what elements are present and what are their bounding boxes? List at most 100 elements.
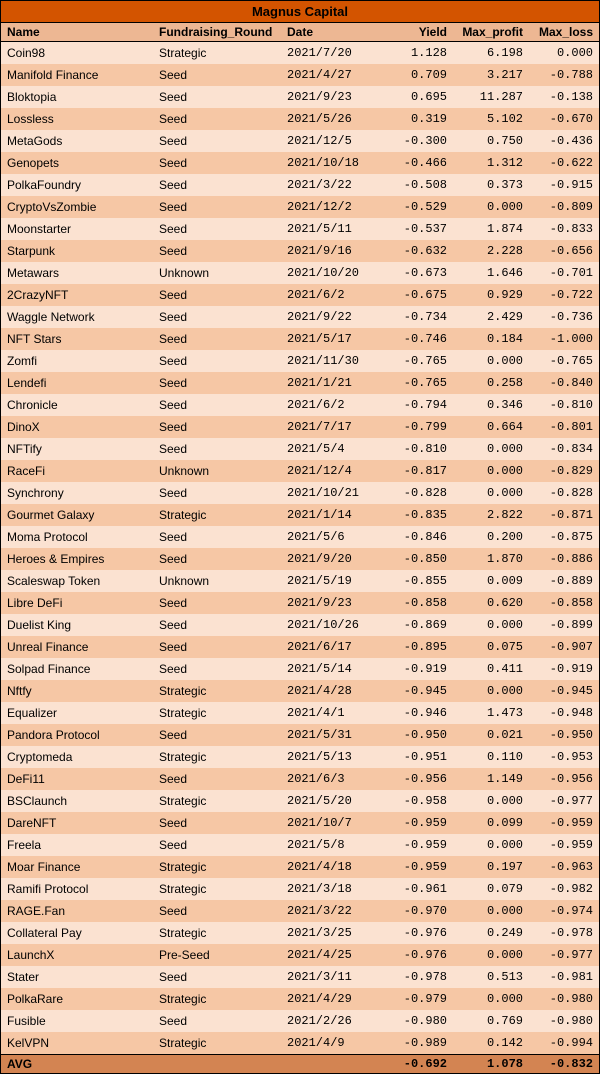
table-row: Solpad FinanceSeed2021/5/14-0.919 0.411-… — [1, 658, 599, 680]
cell-maxloss: -0.915 — [529, 174, 599, 196]
avg-yield: -0.692 — [381, 1055, 453, 1073]
cell-round: Seed — [153, 152, 281, 174]
table-row: Coin98Strategic2021/7/20 1.128 6.198 0.0… — [1, 42, 599, 64]
cell-date: 2021/10/7 — [281, 812, 381, 834]
cell-round: Seed — [153, 526, 281, 548]
cell-yield: 1.128 — [381, 42, 453, 64]
cell-maxprofit: 0.079 — [453, 878, 529, 900]
cell-yield: 0.695 — [381, 86, 453, 108]
cell-date: 2021/10/18 — [281, 152, 381, 174]
cell-round: Strategic — [153, 746, 281, 768]
cell-maxprofit: 0.000 — [453, 614, 529, 636]
cell-name: Gourmet Galaxy — [1, 504, 153, 526]
cell-yield: -0.858 — [381, 592, 453, 614]
cell-maxloss: -0.982 — [529, 878, 599, 900]
cell-name: Starpunk — [1, 240, 153, 262]
table-row: KelVPNStrategic2021/4/9-0.989 0.142-0.99… — [1, 1032, 599, 1054]
cell-maxloss: -0.436 — [529, 130, 599, 152]
cell-name: Stater — [1, 966, 153, 988]
cell-yield: -0.846 — [381, 526, 453, 548]
cell-date: 2021/5/20 — [281, 790, 381, 812]
cell-name: Heroes & Empires — [1, 548, 153, 570]
cell-yield: -0.961 — [381, 878, 453, 900]
cell-maxprofit: 0.620 — [453, 592, 529, 614]
cell-maxprofit: 1.312 — [453, 152, 529, 174]
cell-maxprofit: 0.184 — [453, 328, 529, 350]
cell-maxprofit: 0.664 — [453, 416, 529, 438]
cell-name: Chronicle — [1, 394, 153, 416]
cell-maxloss: -0.977 — [529, 944, 599, 966]
cell-maxprofit: 2.822 — [453, 504, 529, 526]
cell-date: 2021/5/19 — [281, 570, 381, 592]
cell-maxloss: -0.899 — [529, 614, 599, 636]
cell-name: PolkaRare — [1, 988, 153, 1010]
table-body: Coin98Strategic2021/7/20 1.128 6.198 0.0… — [1, 42, 599, 1054]
cell-maxloss: -0.980 — [529, 988, 599, 1010]
avg-label: AVG — [1, 1055, 153, 1073]
cell-maxprofit: 0.009 — [453, 570, 529, 592]
cell-yield: -0.529 — [381, 196, 453, 218]
table-row: DinoXSeed2021/7/17-0.799 0.664-0.801 — [1, 416, 599, 438]
table-row: FreelaSeed2021/5/8-0.959 0.000-0.959 — [1, 834, 599, 856]
table-title: Magnus Capital — [1, 1, 599, 23]
cell-maxprofit: 0.000 — [453, 900, 529, 922]
cell-maxprofit: 1.149 — [453, 768, 529, 790]
cell-date: 2021/4/28 — [281, 680, 381, 702]
cell-round: Seed — [153, 240, 281, 262]
cell-maxloss: -0.656 — [529, 240, 599, 262]
table-row: GenopetsSeed2021/10/18-0.466 1.312-0.622 — [1, 152, 599, 174]
cell-yield: -0.976 — [381, 922, 453, 944]
cell-maxloss: -0.950 — [529, 724, 599, 746]
cell-name: Moonstarter — [1, 218, 153, 240]
table-row: MoonstarterSeed2021/5/11-0.537 1.874-0.8… — [1, 218, 599, 240]
cell-round: Seed — [153, 108, 281, 130]
cell-maxprofit: 0.000 — [453, 680, 529, 702]
col-header-name: Name — [1, 23, 153, 41]
avg-maxloss: -0.832 — [529, 1055, 599, 1073]
cell-date: 2021/4/18 — [281, 856, 381, 878]
cell-maxloss: 0.000 — [529, 42, 599, 64]
table-row: DeFi11Seed2021/6/3-0.956 1.149-0.956 — [1, 768, 599, 790]
cell-date: 2021/6/3 — [281, 768, 381, 790]
cell-date: 2021/4/9 — [281, 1032, 381, 1054]
cell-round: Seed — [153, 350, 281, 372]
table-row: Scaleswap TokenUnknown2021/5/19-0.855 0.… — [1, 570, 599, 592]
cell-maxloss: -0.801 — [529, 416, 599, 438]
cell-date: 2021/4/25 — [281, 944, 381, 966]
cell-maxloss: -0.907 — [529, 636, 599, 658]
cell-yield: -0.850 — [381, 548, 453, 570]
cell-maxloss: -0.670 — [529, 108, 599, 130]
cell-date: 2021/5/11 — [281, 218, 381, 240]
cell-round: Seed — [153, 834, 281, 856]
cell-date: 2021/4/1 — [281, 702, 381, 724]
table-row: MetaGodsSeed2021/12/5-0.300 0.750-0.436 — [1, 130, 599, 152]
cell-maxprofit: 0.411 — [453, 658, 529, 680]
cell-maxprofit: 0.000 — [453, 460, 529, 482]
cell-yield: -0.976 — [381, 944, 453, 966]
cell-yield: -0.978 — [381, 966, 453, 988]
cell-name: Cryptomeda — [1, 746, 153, 768]
cell-name: Moar Finance — [1, 856, 153, 878]
cell-round: Seed — [153, 966, 281, 988]
cell-name: Nftfy — [1, 680, 153, 702]
cell-round: Seed — [153, 130, 281, 152]
cell-yield: -0.466 — [381, 152, 453, 174]
cell-yield: -0.959 — [381, 834, 453, 856]
cell-maxprofit: 0.200 — [453, 526, 529, 548]
cell-maxprofit: 1.473 — [453, 702, 529, 724]
cell-round: Seed — [153, 306, 281, 328]
cell-maxprofit: 0.000 — [453, 438, 529, 460]
cell-name: RAGE.Fan — [1, 900, 153, 922]
cell-maxprofit: 1.646 — [453, 262, 529, 284]
cell-maxprofit: 11.287 — [453, 86, 529, 108]
cell-name: Waggle Network — [1, 306, 153, 328]
cell-round: Seed — [153, 812, 281, 834]
cell-maxprofit: 0.110 — [453, 746, 529, 768]
cell-maxloss: -0.978 — [529, 922, 599, 944]
cell-maxloss: -0.810 — [529, 394, 599, 416]
cell-maxprofit: 3.217 — [453, 64, 529, 86]
cell-date: 2021/7/17 — [281, 416, 381, 438]
cell-yield: -0.980 — [381, 1010, 453, 1032]
table-row: CryptomedaStrategic2021/5/13-0.951 0.110… — [1, 746, 599, 768]
cell-maxprofit: 0.346 — [453, 394, 529, 416]
